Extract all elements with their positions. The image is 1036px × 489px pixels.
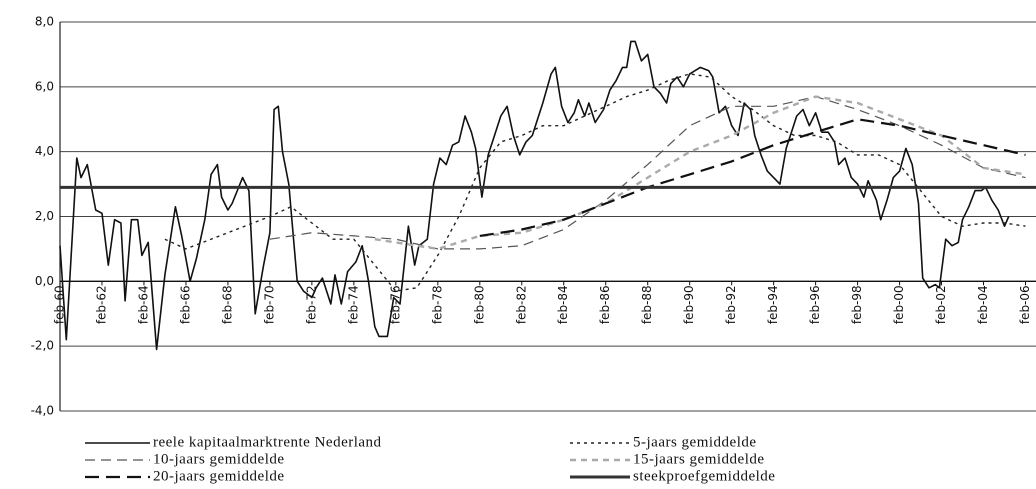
y-tick-label: -4,0 — [31, 404, 54, 418]
x-tick-label: feb-88 — [640, 285, 654, 324]
x-tick-label: feb-78 — [430, 285, 444, 324]
x-tick-label: feb-68 — [220, 285, 234, 324]
legend: reele kapitaalmarktrente Nederland 5-jaar… — [85, 434, 775, 484]
x-tick-label: feb-06 — [1018, 285, 1032, 324]
series-line — [59, 40, 1010, 351]
x-tick-label: feb-98 — [850, 285, 864, 324]
x-tick-label: feb-84 — [556, 285, 570, 324]
x-tick-label: feb-74 — [346, 285, 360, 324]
legend-label: 10-jaars gemiddelde — [153, 451, 285, 467]
legend-label: steekproefgemiddelde — [633, 468, 775, 484]
legend-label: 5-jaars gemiddelde — [633, 434, 757, 450]
x-tick-label: feb-92 — [724, 285, 738, 324]
series-line — [479, 118, 1026, 237]
plot — [59, 40, 1036, 351]
series-line — [164, 73, 1026, 292]
x-tick-label: feb-72 — [304, 285, 318, 324]
legend-label: reele kapitaalmarktrente Nederland — [153, 434, 382, 450]
y-tick-label: -2,0 — [31, 339, 54, 353]
y-tick-label: 8,0 — [35, 15, 54, 29]
y-tick-label: 0,0 — [35, 274, 54, 288]
y-tick-label: 4,0 — [35, 144, 54, 158]
x-tick-label: feb-04 — [976, 285, 990, 324]
x-tick-label: feb-62 — [94, 285, 108, 324]
legend-label: 15-jaars gemiddelde — [633, 451, 765, 467]
x-tick-label: feb-96 — [808, 285, 822, 324]
series-line — [269, 96, 1026, 250]
y-tick-label: 6,0 — [35, 79, 54, 93]
series-line — [374, 95, 1026, 251]
x-tick-label: feb-82 — [514, 285, 528, 324]
x-tick-label: feb-00 — [892, 285, 906, 324]
x-tick-label: feb-94 — [766, 285, 780, 324]
x-tick-label: feb-90 — [682, 285, 696, 324]
x-tick-label: feb-66 — [178, 285, 192, 324]
legend-label: 20-jaars gemiddelde — [153, 468, 285, 484]
x-tick-label: feb-64 — [136, 285, 150, 324]
x-tick-label: feb-86 — [598, 285, 612, 324]
y-tick-label: 2,0 — [35, 209, 54, 223]
x-tick-label: feb-70 — [262, 285, 276, 324]
x-tick-label: feb-76 — [388, 285, 402, 324]
x-tick-label: feb-80 — [472, 285, 486, 324]
x-tick-label: feb-02 — [934, 285, 948, 324]
